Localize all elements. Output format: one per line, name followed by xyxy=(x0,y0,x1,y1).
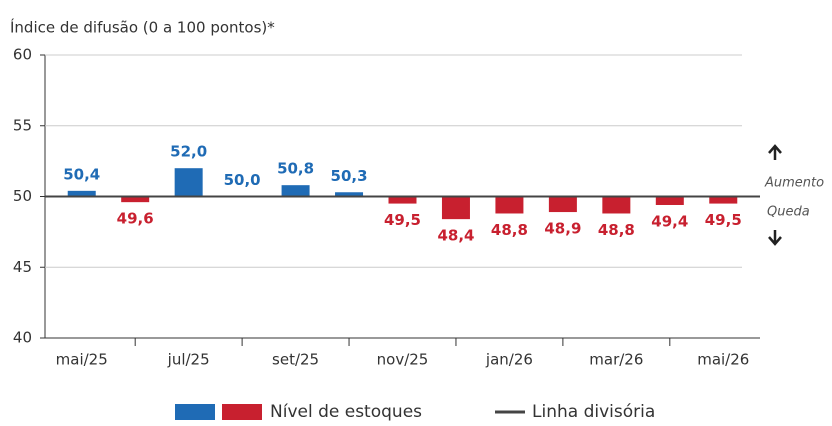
value-label: 50,0 xyxy=(224,171,261,189)
chart-subtitle: Índice de difusão (0 a 100 pontos)* xyxy=(10,18,275,37)
value-label: 49,5 xyxy=(384,211,421,229)
bar xyxy=(174,168,203,197)
x-tick-label: jul/25 xyxy=(167,351,210,369)
value-label: 48,8 xyxy=(491,221,528,239)
y-tick-label: 45 xyxy=(13,258,32,276)
value-label: 50,3 xyxy=(331,167,368,185)
value-label: 49,6 xyxy=(117,210,154,228)
up-arrow xyxy=(768,144,782,160)
y-tick-label: 40 xyxy=(13,329,32,347)
y-tick-label: 60 xyxy=(13,46,32,64)
annotation: Queda xyxy=(767,205,810,220)
legend-label: Nível de estoques xyxy=(270,402,422,422)
bar xyxy=(388,196,417,204)
bar xyxy=(67,190,96,197)
x-tick-label: mai/25 xyxy=(56,351,108,369)
y-tick-label: 55 xyxy=(13,116,32,134)
bar xyxy=(602,196,631,214)
x-tick-label: mar/26 xyxy=(589,351,643,369)
value-label: 48,9 xyxy=(544,220,581,238)
x-tick-label: set/25 xyxy=(272,351,319,369)
x-tick-label: mai/26 xyxy=(697,351,749,369)
bar xyxy=(495,196,524,214)
value-label: 50,8 xyxy=(277,160,314,178)
value-label: 49,4 xyxy=(651,212,688,230)
x-tick-label: jan/26 xyxy=(485,351,533,369)
legend-swatch xyxy=(175,404,215,420)
value-label: 48,4 xyxy=(437,227,474,245)
bar xyxy=(709,196,738,204)
value-label: 50,4 xyxy=(63,165,100,183)
bar xyxy=(655,196,684,205)
bar xyxy=(121,196,150,203)
x-tick-label: nov/25 xyxy=(377,351,429,369)
annotation: Aumento xyxy=(764,176,824,191)
bar xyxy=(335,192,364,197)
value-label: 49,5 xyxy=(705,211,742,229)
legend-swatch xyxy=(222,404,262,420)
down-arrow xyxy=(768,230,782,246)
legend-label: Linha divisória xyxy=(532,402,655,422)
bar xyxy=(281,185,310,197)
bar xyxy=(441,196,470,220)
y-tick-label: 50 xyxy=(13,187,32,205)
value-label: 52,0 xyxy=(170,143,207,161)
value-label: 48,8 xyxy=(598,221,635,239)
bar xyxy=(548,196,577,213)
